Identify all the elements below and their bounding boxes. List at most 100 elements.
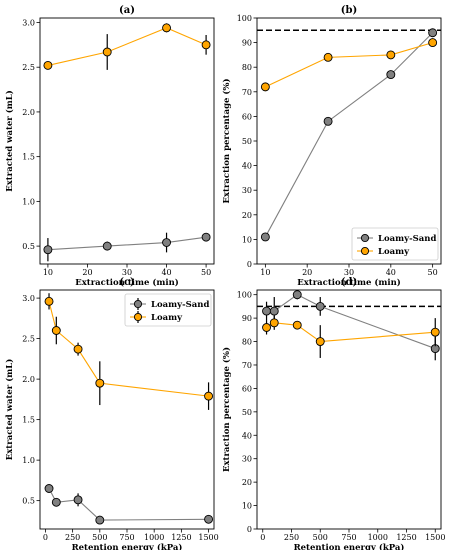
legend-marker-loamy: [360, 246, 370, 256]
x-tick-label: 10: [43, 268, 53, 277]
y-tick-label: 60: [242, 384, 252, 393]
panel-title: (d): [341, 277, 357, 288]
data-point-loamy: [386, 50, 396, 60]
y-tick-label: 30: [242, 455, 252, 464]
legend-label-loamy-sand: Loamy-Sand: [378, 234, 436, 244]
data-point-loamy: [269, 318, 279, 328]
data-point-loamy: [201, 40, 211, 50]
legend-marker-loamy: [133, 312, 143, 322]
y-tick-label: 10: [242, 502, 252, 511]
x-axis-label: Retention energy (kPa): [294, 542, 405, 550]
series-line-loamy-sand: [47, 236, 207, 251]
y-tick-label: 1.5: [22, 416, 35, 425]
x-axis-label: Extraction time (min): [75, 277, 179, 288]
y-tick-label: 50: [242, 137, 252, 146]
y-tick-label: 100: [237, 14, 252, 23]
x-axis-label: Retention energy (kPa): [72, 542, 183, 550]
data-point-loamy: [323, 52, 333, 62]
plot-frame: [256, 17, 442, 265]
data-point-loamy: [260, 82, 270, 92]
data-point-loamy-sand: [95, 515, 105, 525]
legend: Loamy-Sand Loamy: [351, 227, 439, 261]
x-tick-label: 30: [122, 268, 132, 277]
y-tick-label: 1.0: [22, 456, 35, 465]
panel-c: (c) Retention energy (kPa) Extracted water…: [4, 277, 219, 550]
y-tick-label: 50: [242, 408, 252, 417]
data-point-loamy-sand: [292, 290, 302, 300]
data-point-loamy: [51, 326, 61, 335]
x-tick-label: 1250: [396, 533, 416, 542]
y-tick-label: 0.5: [22, 497, 35, 506]
y-tick-label: 0: [247, 260, 252, 269]
plot-frame: [256, 289, 442, 530]
data-point-loamy-sand: [201, 232, 211, 242]
data-point-loamy: [162, 23, 171, 33]
data-point-loamy-sand: [43, 245, 53, 255]
y-tick-label: 70: [242, 88, 252, 97]
data-point-loamy-sand: [262, 306, 271, 316]
y-tick-label: 2.0: [22, 108, 35, 117]
series-line-loamy: [47, 27, 207, 66]
x-tick-label: 0: [260, 533, 265, 542]
data-point-loamy: [95, 378, 105, 388]
legend-label-loamy: Loamy: [151, 313, 183, 323]
panel-title: (c): [119, 277, 135, 288]
data-point-loamy-sand: [323, 116, 333, 126]
legend-box: [351, 227, 439, 261]
x-tick-label: 40: [161, 268, 171, 277]
y-tick-label: 2.0: [22, 375, 35, 384]
series-line-loamy-sand: [48, 488, 209, 521]
data-point-loamy: [102, 47, 112, 57]
data-point-loamy: [262, 323, 271, 332]
data-point-loamy-sand: [102, 241, 112, 251]
data-point-loamy: [73, 344, 83, 354]
series-line-loamy: [265, 42, 433, 88]
y-tick-label: 60: [242, 112, 252, 121]
y-tick-label: 40: [242, 431, 252, 440]
y-axis-label: Extracted water (mL): [4, 90, 15, 191]
y-tick-label: 70: [242, 361, 252, 370]
y-tick-label: 3.0: [22, 294, 35, 303]
x-tick-label: 1500: [198, 533, 218, 542]
x-tick-label: 10: [260, 268, 270, 277]
x-tick-label: 40: [386, 268, 396, 277]
x-tick-label: 50: [428, 268, 438, 277]
data-point-loamy: [428, 38, 438, 48]
data-point-loamy: [315, 337, 325, 346]
data-point-loamy-sand: [269, 306, 279, 316]
y-tick-label: 0.5: [22, 242, 35, 251]
y-tick-label: 90: [242, 39, 252, 48]
x-tick-label: 750: [119, 533, 134, 542]
x-axis-label: Extraction time (min): [297, 277, 401, 288]
x-tick-label: 500: [92, 533, 107, 542]
x-tick-label: 500: [313, 533, 328, 542]
data-point-loamy-sand: [73, 495, 83, 505]
panel-d: (d) Retention energy (kPa) Extraction perc…: [221, 277, 445, 550]
y-tick-label: 100: [237, 291, 252, 300]
data-point-loamy-sand: [44, 484, 54, 493]
series-line-loamy-sand: [266, 294, 436, 350]
x-tick-label: 250: [284, 533, 299, 542]
data-point-loamy-sand: [428, 28, 438, 38]
y-tick-label: 90: [242, 314, 252, 323]
x-tick-label: 250: [65, 533, 80, 542]
panel-title: (b): [341, 5, 357, 16]
y-tick-label: 40: [242, 162, 252, 171]
plot-frame: [39, 17, 215, 265]
data-point-loamy: [292, 320, 302, 330]
x-tick-label: 1000: [144, 533, 164, 542]
y-tick-label: 3.0: [22, 18, 35, 27]
panel-title: (a): [119, 5, 135, 16]
data-point-loamy: [204, 391, 214, 401]
x-tick-label: 1500: [425, 533, 445, 542]
data-point-loamy-sand: [204, 514, 214, 524]
x-tick-label: 750: [341, 533, 356, 542]
y-tick-label: 2.5: [22, 335, 35, 344]
x-tick-label: 0: [43, 533, 48, 542]
data-point-loamy: [430, 327, 440, 337]
y-tick-label: 1.5: [22, 153, 35, 162]
data-point-loamy-sand: [162, 238, 171, 247]
legend: Loamy-Sand Loamy: [124, 293, 212, 327]
data-point-loamy-sand: [260, 232, 270, 242]
